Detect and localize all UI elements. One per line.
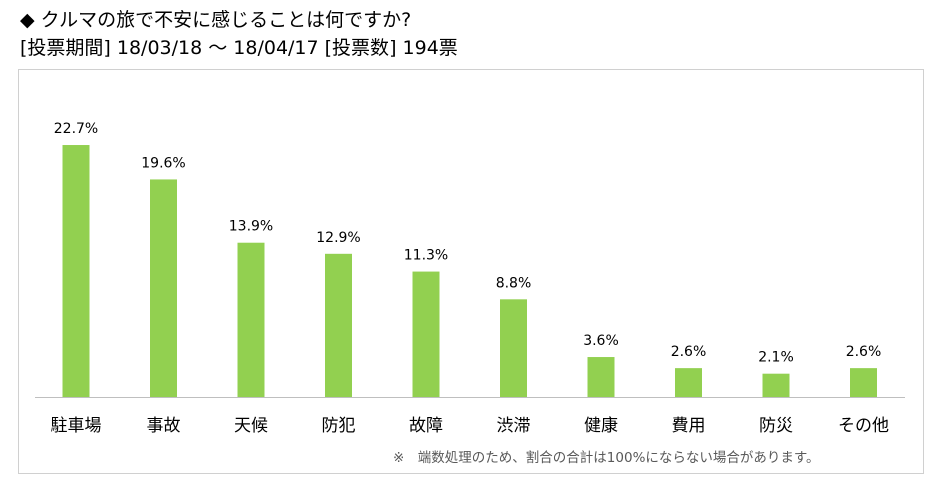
bar-8 [675,368,702,397]
category-label-5: 故障 [409,416,443,436]
value-label-4: 12.9% [316,230,360,246]
bar-9 [762,373,790,397]
chart-title: ◆ クルマの旅で不安に感じることは何ですか? [20,9,412,31]
category-label-4: 防犯 [322,416,356,436]
footnote: ※ 端数処理のため、割合の合計は100%にならない場合があります。 [393,450,820,466]
category-label-3: 天候 [234,416,268,436]
value-label-5: 11.3% [404,248,448,264]
chart-frame [18,69,924,474]
bar-4 [325,253,352,397]
value-label-10: 2.6% [846,344,882,360]
value-label-2: 19.6% [141,155,185,171]
category-label-6: 渋滞 [497,416,531,436]
category-label-9: 防災 [759,416,793,436]
value-label-1: 22.7% [54,121,98,137]
bar-2 [150,179,177,397]
bar-3 [237,242,265,397]
bar-5 [412,271,440,397]
bar-1 [62,145,90,397]
value-label-8: 2.6% [671,344,707,360]
category-label-7: 健康 [584,416,618,436]
value-label-9: 2.1% [758,350,794,366]
value-label-7: 3.6% [583,333,619,349]
value-label-6: 8.8% [496,275,532,291]
value-label-3: 13.9% [229,219,273,235]
category-label-1: 駐車場 [51,416,102,436]
category-label-8: 費用 [672,416,706,436]
category-label-10: その他 [838,416,889,436]
bar-6 [500,299,527,397]
category-label-2: 事故 [147,416,181,436]
voting-info: [投票期間] 18/03/18 ～ 18/04/17 [投票数] 194票 [20,37,458,59]
bar-7 [587,357,615,397]
bar-10 [850,368,877,397]
